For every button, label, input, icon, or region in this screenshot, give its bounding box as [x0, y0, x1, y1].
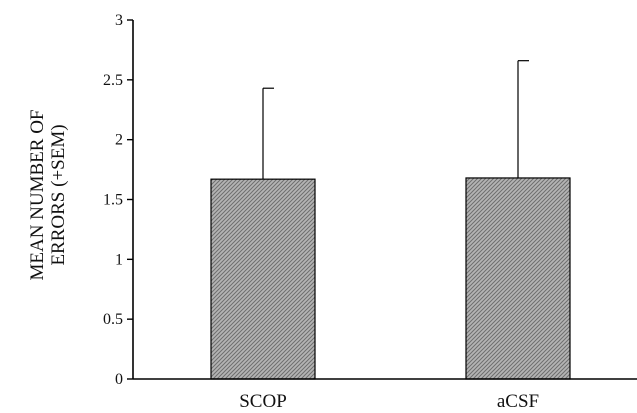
x-tick-label-scop: SCOP — [239, 391, 287, 412]
bar-acsf — [465, 177, 571, 380]
y-tick-label-4: 2 — [115, 132, 123, 149]
y-axis-title-line-1: MEAN NUMBER OF — [27, 109, 48, 280]
y-axis-title: MEAN NUMBER OF ERRORS (+SEM) — [27, 109, 69, 280]
bar-scop — [210, 178, 316, 380]
y-tick-label-0: 0 — [115, 371, 123, 388]
y-tick-label-5: 2.5 — [103, 72, 123, 89]
y-tick-label-1: 0.5 — [103, 311, 123, 328]
y-tick-label-6: 3 — [115, 12, 123, 29]
bars — [210, 60, 571, 380]
y-tick-label-3: 1.5 — [103, 192, 123, 209]
x-axis: SCOP aCSF — [133, 378, 637, 412]
y-tick-label-2: 1 — [115, 251, 123, 268]
y-axis-title-line-2: ERRORS (+SEM) — [48, 124, 69, 265]
y-axis: 0 0.5 1 1.5 2 2.5 3 — [103, 12, 134, 388]
x-tick-label-acsf: aCSF — [497, 391, 539, 412]
